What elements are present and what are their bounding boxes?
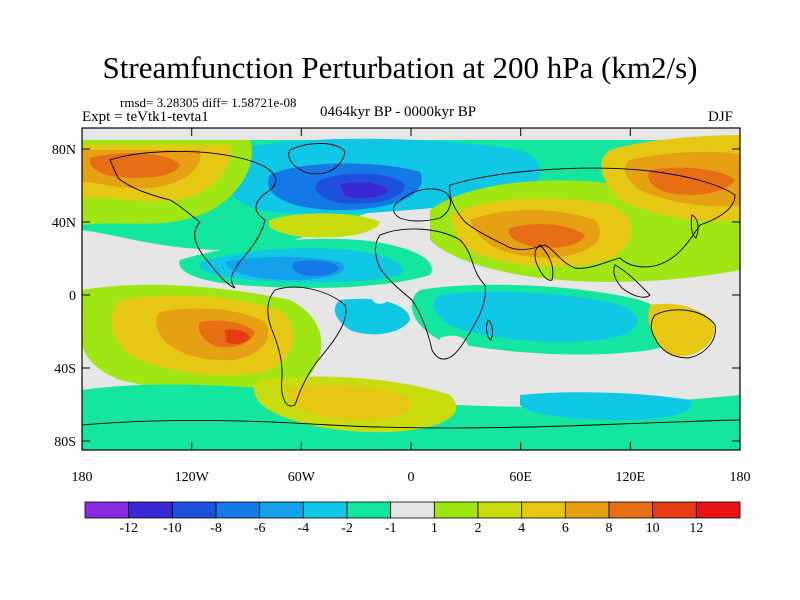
colorbar-label: -4 xyxy=(297,521,309,536)
lon-label: 60E xyxy=(509,470,532,485)
coastline-japan xyxy=(690,214,699,239)
lon-label: 180 xyxy=(72,470,93,485)
colorbar-swatch xyxy=(433,501,479,519)
colorbar-label: -1 xyxy=(385,521,397,536)
contour-gold-southern-ocean xyxy=(287,385,412,420)
colorbar-swatch xyxy=(171,501,217,519)
colorbar xyxy=(84,501,741,519)
colorbar-label: -12 xyxy=(119,521,138,536)
coastline-south-america xyxy=(267,286,347,407)
contour-neutral-island-2 xyxy=(372,294,387,304)
colorbar-swatch xyxy=(346,501,392,519)
coastlines xyxy=(82,143,740,429)
coastline-greenland xyxy=(288,143,346,175)
contour-darkorange-northeast xyxy=(648,167,735,195)
colorbar-label: 6 xyxy=(562,521,569,536)
coastline-asia xyxy=(449,167,736,269)
lon-label: 120E xyxy=(616,470,646,485)
contour-navy-core xyxy=(340,182,388,198)
lon-label: 0 xyxy=(408,470,415,485)
lat-label: 80N xyxy=(52,143,76,158)
colorbar-swatch xyxy=(608,501,654,519)
colorbar-label: 12 xyxy=(689,521,703,536)
colorbar-label: 2 xyxy=(475,521,482,536)
season-label: DJF xyxy=(708,109,734,125)
lat-label: 80S xyxy=(54,435,76,450)
colorbar-swatch xyxy=(84,501,130,519)
chart-title: Streamfunction Perturbation at 200 hPa (… xyxy=(102,50,698,85)
period-label: 0464kyr BP - 0000kyr BP xyxy=(320,104,477,120)
coastline-africa xyxy=(375,228,486,360)
lon-label: 180 xyxy=(730,470,751,485)
coastline-australia xyxy=(650,309,716,359)
colorbar-swatch xyxy=(695,501,741,519)
experiment-label: Expt = teVtk1-tevta1 xyxy=(82,109,209,125)
contour-redorange-core xyxy=(225,329,250,345)
colorbar-label: 1 xyxy=(431,521,438,536)
coastline-southeast-asia xyxy=(613,264,651,298)
colorbar-swatch xyxy=(302,501,348,519)
contour-darkorange-eurasia xyxy=(508,224,585,248)
contour-lime-midatlantic xyxy=(268,213,380,238)
colorbar-swatch xyxy=(215,501,261,519)
colorbar-swatch xyxy=(521,501,566,519)
lat-ticks xyxy=(82,148,740,442)
lon-ticks xyxy=(81,128,741,450)
map-panel xyxy=(82,128,740,450)
colorbar-labels: -12 -10 -8 -6 -4 -2 -1 1 2 4 6 8 10 12 xyxy=(119,521,703,536)
colorbar-swatch xyxy=(564,501,610,519)
stats-line: rmsd= 3.28305 diff= 1.58721e-08 xyxy=(120,95,297,110)
contour-blue-subtropics xyxy=(292,260,340,276)
coastline-india xyxy=(534,244,554,281)
contour-cyan-antarctic xyxy=(520,392,692,420)
coastline-madagascar xyxy=(486,319,493,341)
lon-label: 60W xyxy=(288,470,316,485)
contour-aqua-south-indian xyxy=(433,291,638,342)
lat-label: 0 xyxy=(69,289,76,304)
colorbar-swatch xyxy=(259,501,304,519)
colorbar-label: -2 xyxy=(341,521,353,536)
colorbar-label: 8 xyxy=(606,521,613,536)
colorbar-label: 10 xyxy=(646,521,660,536)
colorbar-label: -10 xyxy=(163,521,182,536)
contour-gold-australia xyxy=(648,303,715,357)
contour-aqua-south-atlantic xyxy=(334,298,410,335)
coastline-antarctica xyxy=(82,419,740,429)
lat-labels: 80N 40N 0 40S 80S xyxy=(52,143,76,450)
colorbar-label: -8 xyxy=(210,521,222,536)
lon-label: 120W xyxy=(175,470,210,485)
colorbar-swatch xyxy=(390,501,435,519)
lon-labels: 180 120W 60W 0 60E 120E 180 xyxy=(72,470,751,485)
colorbar-label: -6 xyxy=(254,521,266,536)
contour-neutral-island-1 xyxy=(440,335,469,357)
colorbar-swatch xyxy=(652,501,697,519)
lat-label: 40S xyxy=(54,362,76,377)
lat-label: 40N xyxy=(52,216,76,231)
coastline-north-america xyxy=(109,151,277,289)
coastline-europe xyxy=(392,188,451,222)
colorbar-swatch xyxy=(477,501,523,519)
colorbar-label: 4 xyxy=(518,521,525,536)
colorbar-swatch xyxy=(128,501,173,519)
